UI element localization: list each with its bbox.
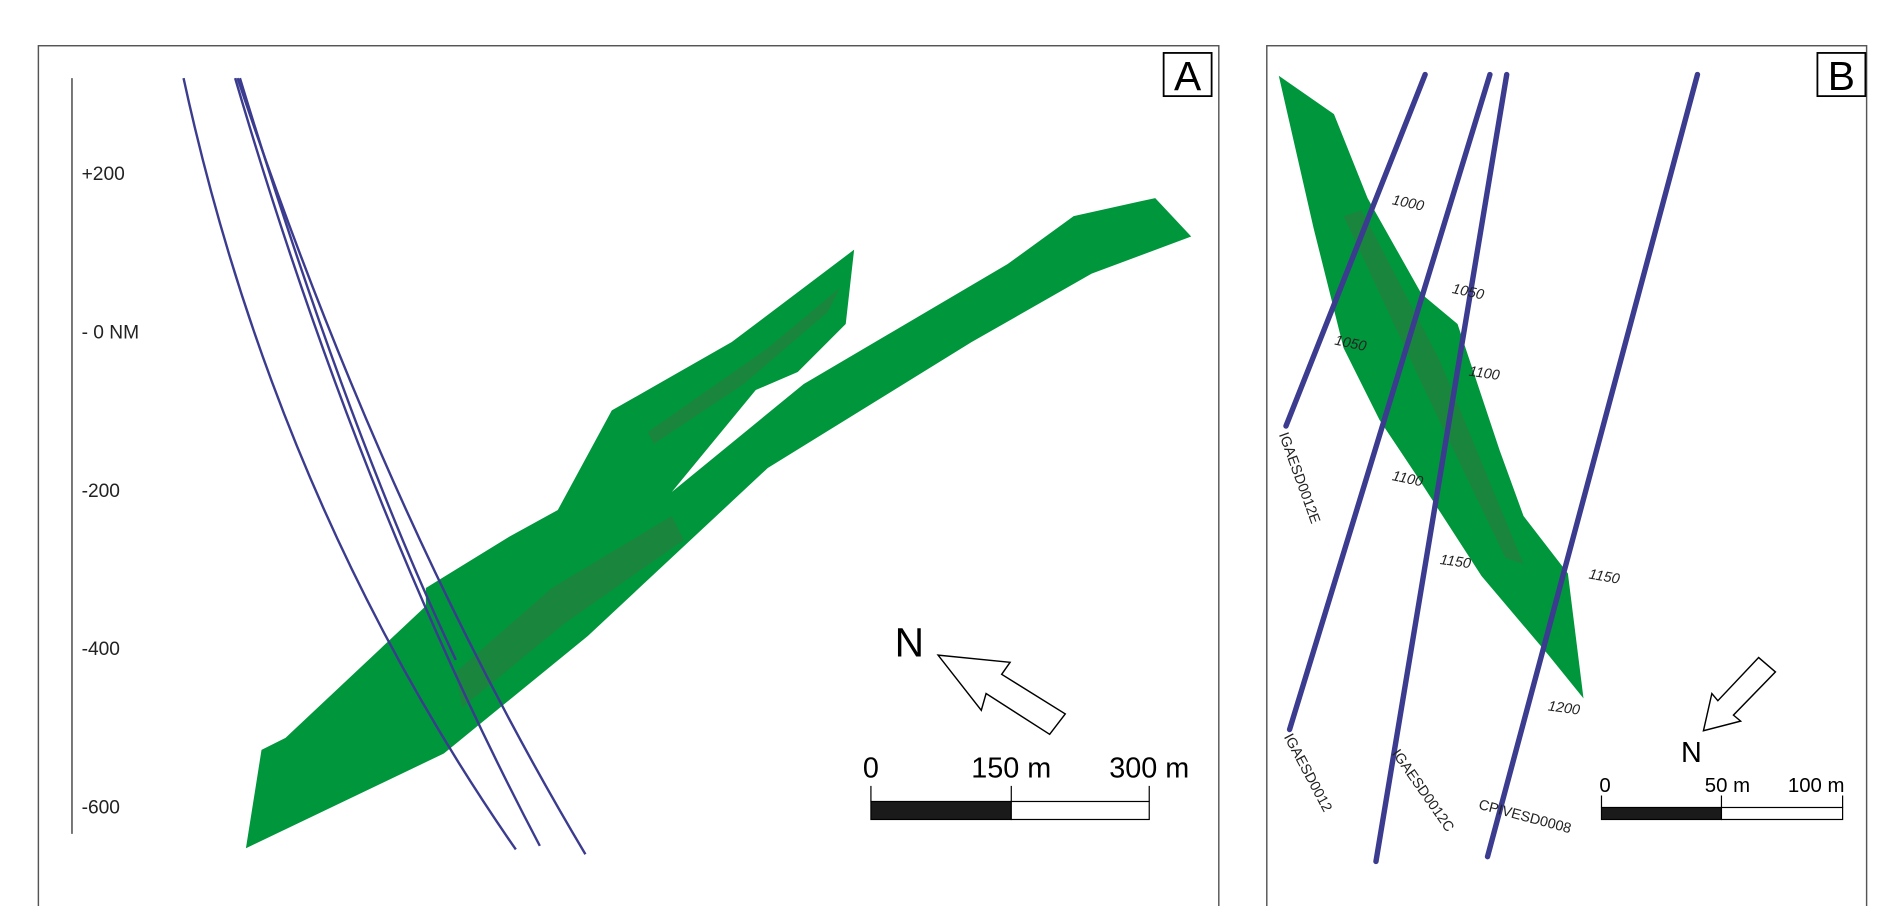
drillhole-label: IGAESD0012E — [1275, 430, 1323, 526]
figure: A +200 - 0 NM -200 -400 -600 N 0 150 m 3… — [0, 0, 1881, 906]
depth-label: -600 — [82, 797, 120, 818]
scale-label: 300 m — [1109, 752, 1189, 784]
depth-mark: 1200 — [1547, 698, 1581, 718]
north-arrow — [1703, 658, 1775, 731]
scale-label: 150 m — [971, 752, 1051, 784]
panel-label: B — [1828, 53, 1855, 99]
depth-mark: 1150 — [1588, 567, 1621, 588]
scale-bar — [1011, 801, 1149, 819]
scale-label: 0 — [1599, 775, 1610, 797]
depth-mark: 1150 — [1439, 552, 1472, 572]
north-arrow — [938, 655, 1065, 734]
depth-label: - 0 NM — [82, 322, 140, 343]
scale-label: 100 m — [1788, 775, 1845, 797]
drillhole — [1488, 75, 1698, 857]
scale-bar — [1601, 807, 1721, 819]
depth-label: +200 — [82, 164, 125, 185]
scale-bar — [1721, 807, 1842, 819]
depth-label: -400 — [82, 639, 120, 660]
panel-label: A — [1174, 53, 1202, 99]
depth-mark: 1000 — [1391, 192, 1426, 214]
scale-label: 50 m — [1705, 775, 1750, 797]
page: {"panel_a": {"label": "A", "depth_labels… — [0, 0, 1881, 906]
orebody — [246, 198, 1191, 848]
scale-label: 0 — [863, 752, 879, 784]
depth-mark: 1050 — [1451, 281, 1486, 303]
drillhole-label: CPIVESD0008 — [1477, 797, 1573, 837]
north-label: N — [895, 619, 924, 665]
north-label: N — [1681, 737, 1702, 769]
scale-bar — [871, 801, 1011, 819]
drillhole-label: IGAESD0012C — [1388, 747, 1457, 835]
drillhole-label: IGAESD0012 — [1280, 731, 1335, 815]
depth-label: -200 — [82, 481, 120, 502]
drillhole — [240, 78, 456, 660]
